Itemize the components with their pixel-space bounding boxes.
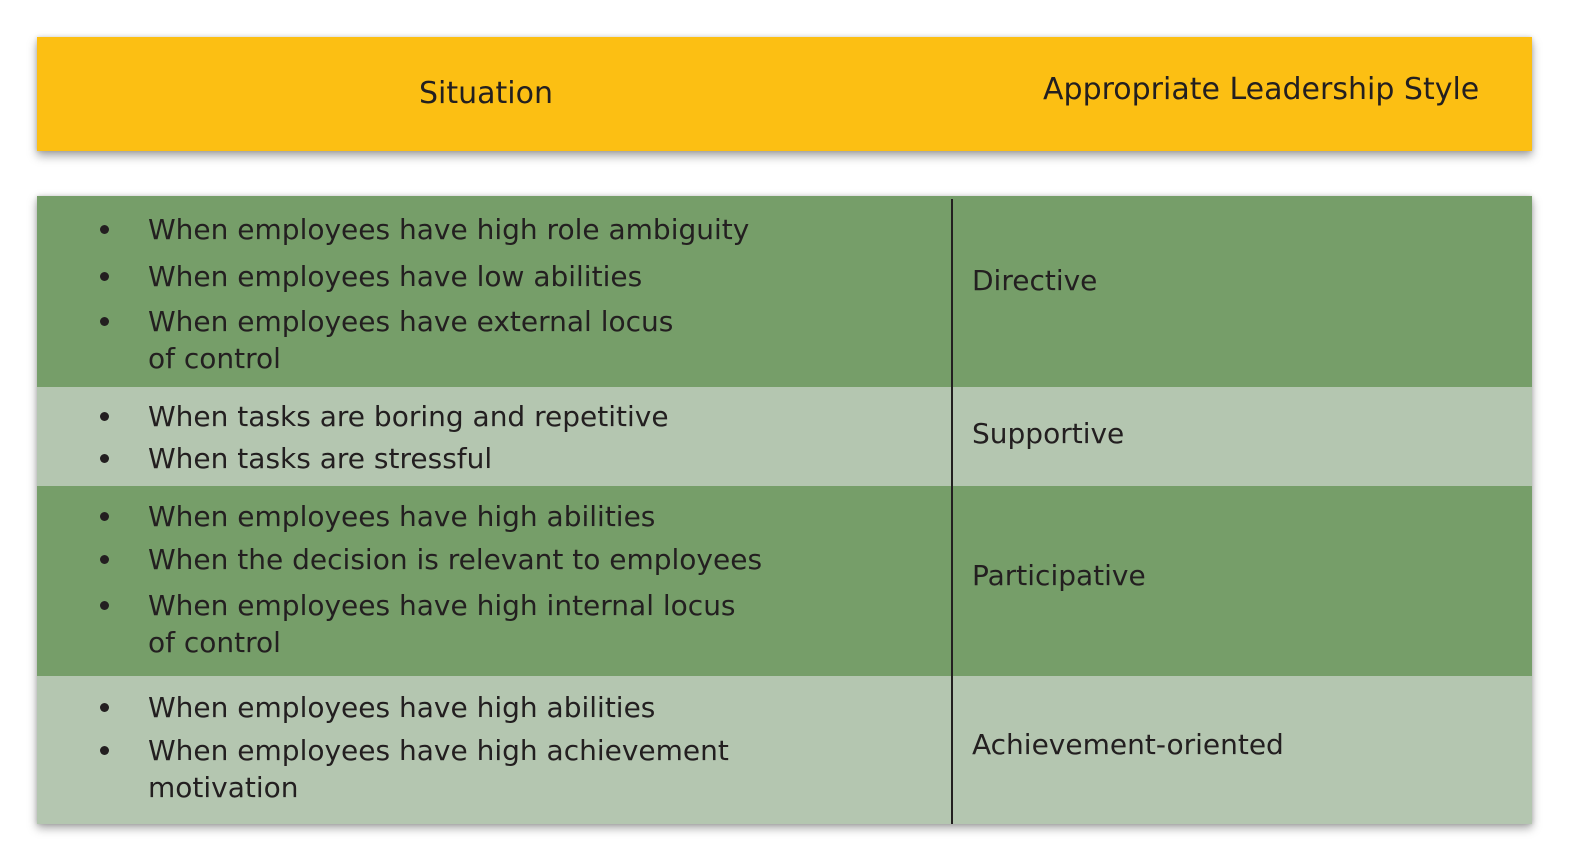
leadership-style-label: Directive xyxy=(972,264,1098,297)
leadership-style-header: Appropriate Leadership Style xyxy=(1043,72,1480,107)
situation-item: When employees have high role ambiguity xyxy=(148,213,750,246)
situation-item: When the decision is relevant to employe… xyxy=(148,543,763,576)
table-row-directive: When employees have high role ambiguity … xyxy=(37,196,1532,387)
situation-item: When employees have low abilities xyxy=(148,260,643,293)
leadership-table: When employees have high role ambiguity … xyxy=(37,196,1532,824)
bullet-icon xyxy=(100,555,109,564)
situation-item: When employees have external locus of co… xyxy=(148,305,674,375)
bullet-icon xyxy=(100,225,109,234)
table-row-supportive: When tasks are boring and repetitive Whe… xyxy=(37,387,1532,486)
bullet-icon xyxy=(100,272,109,281)
bullet-icon xyxy=(100,317,109,326)
situation-item: When employees have high abilities xyxy=(148,691,656,724)
bullet-icon xyxy=(100,512,109,521)
bullet-icon xyxy=(100,601,109,610)
header-bar: Situation Appropriate Leadership Style xyxy=(37,37,1532,151)
leadership-style-label: Achievement-oriented xyxy=(972,728,1284,761)
bullet-icon xyxy=(100,703,109,712)
leadership-style-label: Supportive xyxy=(972,417,1125,450)
situation-item: When tasks are boring and repetitive xyxy=(148,400,669,433)
bullet-icon xyxy=(100,746,109,755)
situation-item: When employees have high abilities xyxy=(148,500,656,533)
bullet-icon xyxy=(100,454,109,463)
situation-header: Situation xyxy=(419,76,554,111)
table-row-achievement-oriented: When employees have high abilities When … xyxy=(37,676,1532,824)
bullet-icon xyxy=(100,412,109,421)
leadership-style-label: Participative xyxy=(972,559,1146,592)
situation-item: When tasks are stressful xyxy=(148,442,493,475)
column-divider xyxy=(951,199,953,824)
situation-item: When employees have high internal locus … xyxy=(148,589,736,659)
table-row-participative: When employees have high abilities When … xyxy=(37,486,1532,676)
situation-item: When employees have high achievement mot… xyxy=(148,734,729,804)
